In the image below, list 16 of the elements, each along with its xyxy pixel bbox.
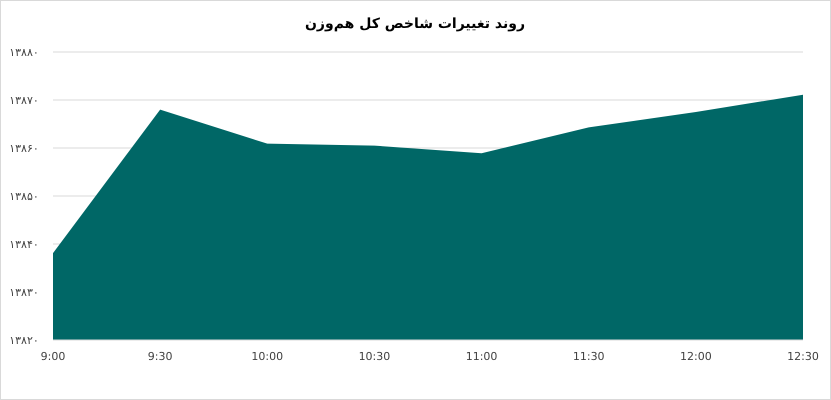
x-tick-label: 12:00 (680, 350, 712, 363)
x-tick-label: 11:00 (466, 350, 498, 363)
x-tick-label: 12:30 (787, 350, 819, 363)
chart-title: روند تغییرات شاخص کل هم‌وزن (304, 16, 526, 32)
y-tick-label: ۱۳۸۲۰ (9, 334, 39, 347)
x-tick-label: 10:00 (251, 350, 284, 363)
y-tick-label: ۱۳۸۵۰ (9, 190, 39, 203)
x-tick-label: 11:30 (572, 350, 605, 363)
x-tick-label: 9:30 (148, 350, 172, 363)
y-tick-label: ۱۳۸۳۰ (9, 286, 39, 299)
y-tick-label: ۱۳۸۷۰ (9, 94, 39, 107)
x-tick-label: 10:30 (358, 350, 390, 363)
x-tick-label: 9:00 (40, 350, 66, 363)
y-tick-label: ۱۳۸۶۰ (9, 142, 39, 155)
y-tick-label: ۱۳۸۴۰ (9, 238, 39, 251)
y-tick-label: ۱۳۸۸۰ (9, 46, 39, 59)
